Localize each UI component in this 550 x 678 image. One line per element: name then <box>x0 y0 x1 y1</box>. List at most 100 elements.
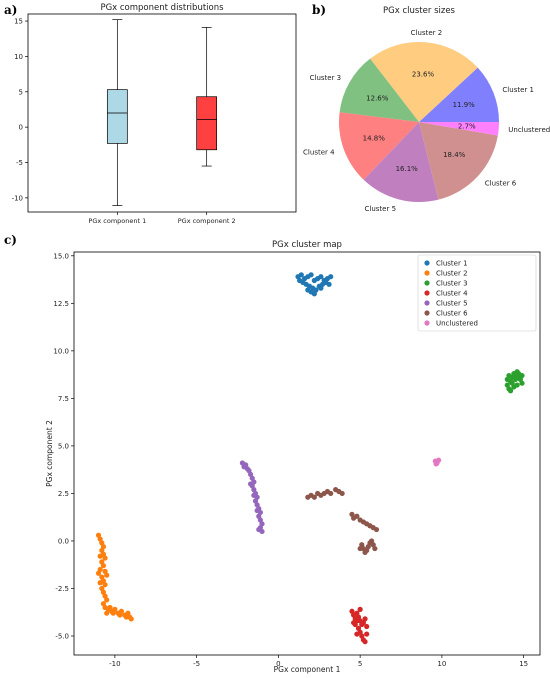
scatter-point <box>251 492 257 498</box>
legend-frame <box>417 254 537 332</box>
scatter-point <box>104 572 110 578</box>
scatter-xtick-label: 5 <box>358 660 362 668</box>
scatter-point <box>339 490 345 497</box>
scatter-frame <box>73 251 541 656</box>
boxplot-ytick-label: 5 <box>19 88 23 96</box>
scatter-point <box>362 616 368 622</box>
scatter-point <box>512 376 519 382</box>
pie-slice <box>419 67 499 122</box>
scatter-xtick-label: 0 <box>276 660 280 668</box>
scatter-point <box>436 457 442 463</box>
pie-slice <box>370 41 478 123</box>
pie-slice <box>339 58 419 122</box>
boxplot-title: PGx component distributions <box>100 3 224 13</box>
pie-slice <box>419 122 498 200</box>
scatter-ylabel: PGx component 2 <box>45 420 54 487</box>
boxplot-box <box>196 96 218 151</box>
scatter-ytick-label: 5.0 <box>58 442 69 450</box>
scatter-ytick-label: 15.0 <box>53 252 69 260</box>
pie-pct-label: 16.1% <box>396 165 419 173</box>
scatter-ytick-label: 12.5 <box>53 300 69 308</box>
legend-entry: Unclustered <box>436 320 478 328</box>
scatter-point <box>104 610 110 616</box>
legend-marker <box>424 290 430 296</box>
scatter-point <box>357 545 363 552</box>
scatter-point <box>364 623 370 630</box>
scatter-point <box>509 380 515 386</box>
boxplot-ytick-label: 15 <box>14 18 23 26</box>
scatter-point <box>373 526 380 533</box>
pie-pct-label: 11.9% <box>453 101 476 109</box>
pie-slice <box>419 122 499 136</box>
boxplot-frame <box>27 13 297 213</box>
legend-entry: Cluster 3 <box>436 280 468 288</box>
boxplot-ytick-label: -5 <box>16 159 23 167</box>
scatter-ytick-label: 2.5 <box>58 490 69 498</box>
scatter-ytick-label: 0.0 <box>58 537 69 545</box>
pie-pct-label: 2.7% <box>458 123 476 131</box>
scatter-point <box>298 272 304 278</box>
scatter-point <box>102 582 108 588</box>
scatter-xtick-label: -10 <box>109 660 120 668</box>
scatter-point <box>507 388 514 394</box>
scatter-point <box>104 597 110 603</box>
scatter-xlabel: PGx component 1 <box>274 665 341 674</box>
legend-marker <box>424 310 430 316</box>
pie-slice-label: Unclustered <box>508 126 550 134</box>
panel-label-c: c) <box>4 233 17 247</box>
scatter-point <box>354 513 360 519</box>
legend-marker <box>424 300 430 306</box>
pie-pct-label: 18.4% <box>443 151 466 159</box>
panel-label-b: b) <box>312 3 326 17</box>
scatter-point <box>102 555 108 561</box>
scatter-point <box>254 507 260 514</box>
pie-pct-label: 14.8% <box>363 135 386 143</box>
scatter-xtick-label: -5 <box>193 660 200 668</box>
scatter-point <box>311 494 317 500</box>
scatter-chart: PGx cluster map -10 -5 0 5 10 15 -5.0 -2.5 0.0 2.5… <box>45 240 541 674</box>
scatter-point <box>519 380 525 386</box>
scatter-ytick-label: 7.5 <box>58 395 69 403</box>
scatter-xtick-label: 10 <box>437 660 446 668</box>
scatter-point <box>318 274 324 280</box>
scatter-point <box>256 526 262 533</box>
scatter-point <box>318 285 324 291</box>
scatter-point <box>97 580 103 586</box>
pie-chart: PGx cluster sizes 11.9% Cluster 1 23.6% Clus… <box>303 6 550 213</box>
legend-marker <box>424 280 430 286</box>
scatter-point <box>117 612 123 618</box>
pie-title: PGx cluster sizes <box>383 6 456 16</box>
boxplot-box <box>106 89 128 144</box>
scatter-point <box>326 281 332 287</box>
scatter-point <box>433 461 439 467</box>
scatter-point <box>297 277 303 284</box>
pie-slice-label: Cluster 4 <box>303 149 335 157</box>
pie-slice-label: Cluster 2 <box>411 29 443 37</box>
scatter-point <box>311 291 317 297</box>
pie-slice-label: Cluster 5 <box>365 205 397 213</box>
scatter-ytick-label: 10.0 <box>53 347 69 355</box>
scatter-point <box>247 481 254 487</box>
scatter-title: PGx cluster map <box>272 240 342 250</box>
legend-entry: Cluster 5 <box>436 300 468 308</box>
scatter-point <box>354 631 360 637</box>
scatter-point <box>354 618 360 624</box>
legend-marker <box>424 260 430 266</box>
scatter-point <box>305 287 311 293</box>
pie-slice <box>363 122 439 202</box>
scatter-point <box>110 610 116 616</box>
boxplot-xtick-label: PGx component 2 <box>178 217 236 225</box>
scatter-point <box>107 604 113 611</box>
pie-pct-label: 23.6% <box>412 71 435 79</box>
scatter-point <box>357 606 363 612</box>
pie-slice-label: Cluster 6 <box>485 179 517 187</box>
legend-marker <box>424 270 430 276</box>
boxplot-chart: PGx component distributions -10 -5 0 5 10 15 PG… <box>12 3 297 225</box>
legend-entry: Cluster 4 <box>436 290 468 298</box>
scatter-point <box>328 490 334 497</box>
pie-slice-label: Cluster 3 <box>310 74 342 82</box>
pie-slice <box>339 112 419 180</box>
scatter-legend: Cluster 1 Cluster 2 Cluster 3 Cluster 4 Clus… <box>417 254 537 332</box>
legend-entry: Cluster 1 <box>436 260 468 268</box>
